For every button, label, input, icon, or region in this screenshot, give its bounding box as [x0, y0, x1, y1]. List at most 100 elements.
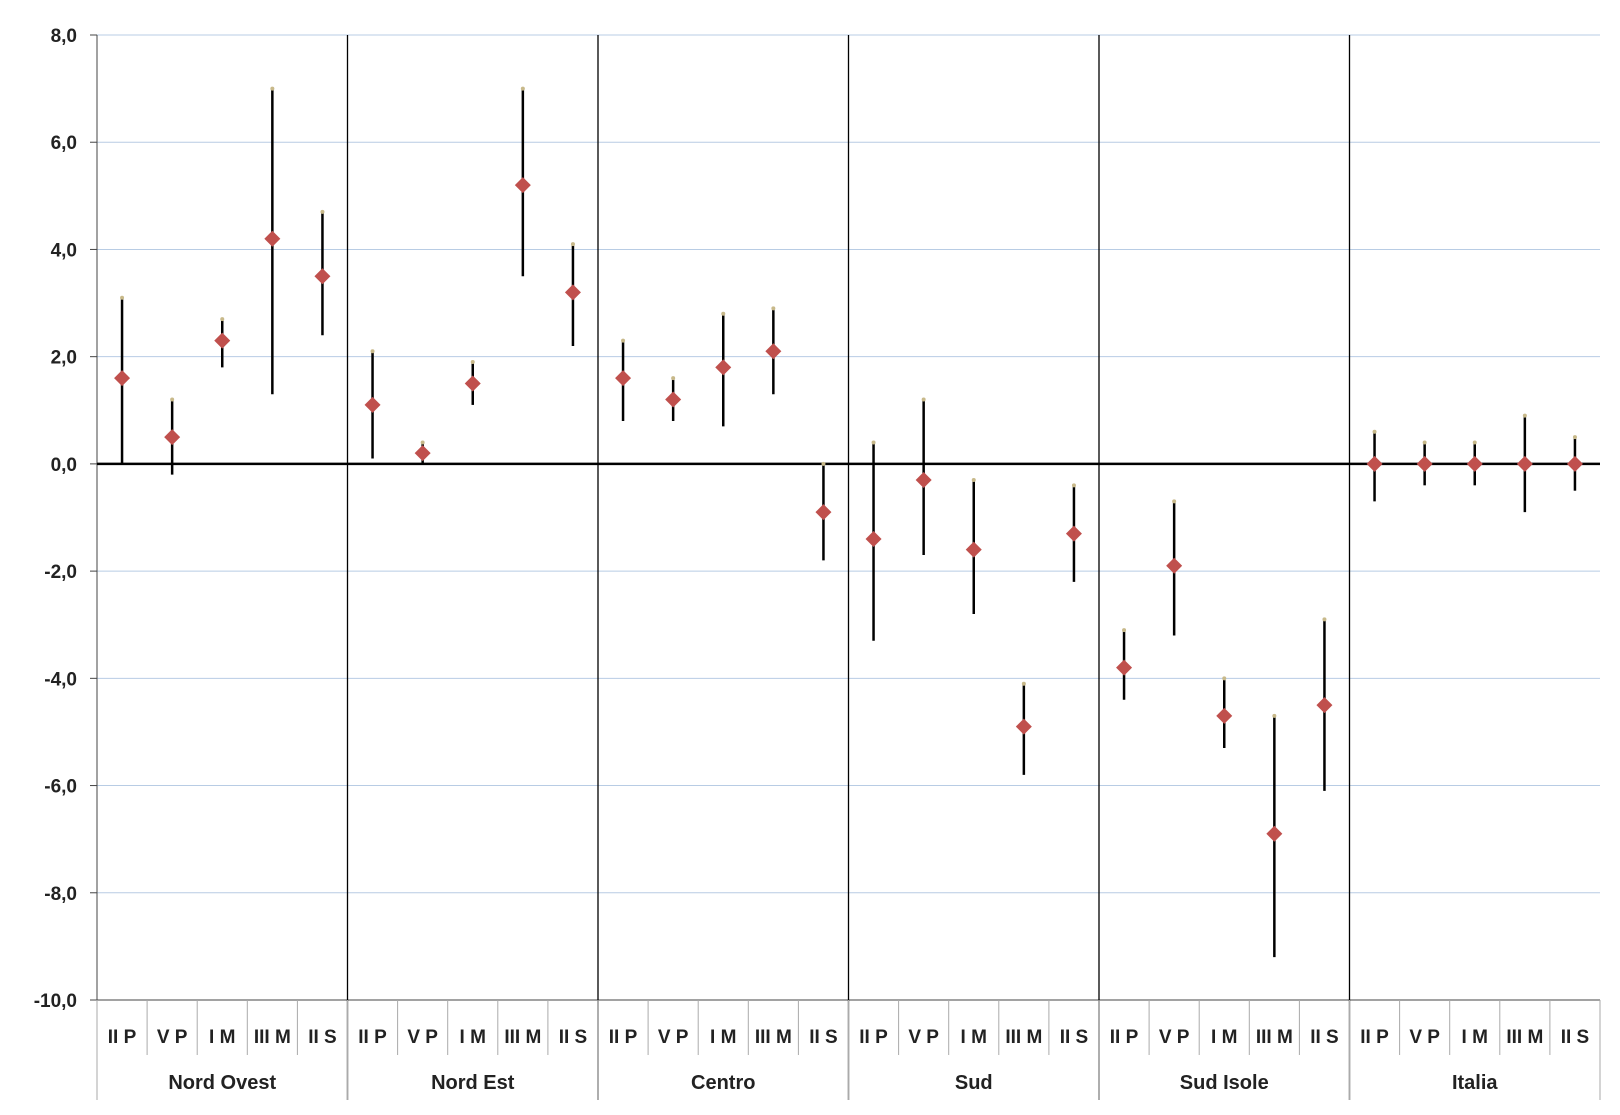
error-bar-cap — [671, 376, 676, 381]
x-tick-label: II P — [108, 1027, 137, 1048]
error-bar-cap — [1071, 483, 1076, 488]
data-point-marker — [1516, 455, 1533, 472]
data-point-marker — [915, 471, 932, 488]
y-tick-label: 2,0 — [51, 348, 77, 369]
x-tick-label: V P — [157, 1027, 188, 1048]
x-tick-label: I M — [209, 1027, 235, 1048]
error-bar-cap — [1272, 713, 1277, 718]
x-tick-label: III M — [1005, 1027, 1042, 1048]
data-point-marker — [1065, 525, 1082, 542]
error-bar-cap — [120, 295, 125, 300]
data-point-marker — [1266, 825, 1283, 842]
error-bar-cap — [721, 311, 726, 316]
data-point-marker — [1316, 697, 1333, 714]
error-bar-cap — [1222, 676, 1227, 681]
data-point-marker — [815, 504, 832, 521]
data-point-marker — [765, 343, 782, 360]
error-bar-cap — [1372, 429, 1377, 434]
x-tick-label: V P — [1159, 1027, 1190, 1048]
data-point-marker — [965, 541, 982, 558]
x-tick-label: III M — [1506, 1027, 1543, 1048]
error-bar-cap — [1322, 617, 1327, 622]
error-bar-cap — [520, 86, 525, 91]
data-point-marker — [715, 359, 732, 376]
data-point-marker — [1416, 455, 1433, 472]
x-tick-label: V P — [407, 1027, 438, 1048]
y-tick-label: 6,0 — [51, 133, 77, 154]
error-bar-cap — [370, 349, 375, 354]
error-bar-cap — [621, 338, 626, 343]
x-tick-label: II S — [809, 1027, 838, 1048]
data-point-marker — [114, 370, 131, 387]
group-label: Nord Ovest — [168, 1072, 276, 1094]
x-tick-label: II S — [308, 1027, 337, 1048]
error-bar-cap — [1422, 440, 1427, 445]
x-tick-label: III M — [755, 1027, 792, 1048]
y-tick-label: -6,0 — [44, 777, 77, 798]
error-bar-cap — [320, 209, 325, 214]
y-tick-label: 4,0 — [51, 240, 77, 261]
data-point-marker — [1466, 455, 1483, 472]
error-bar-cap — [170, 397, 175, 402]
x-tick-label: II P — [1110, 1027, 1139, 1048]
error-bar-cap — [420, 440, 425, 445]
x-tick-label: II S — [1561, 1027, 1590, 1048]
error-bar-cap — [971, 477, 976, 482]
error-bar-cap — [1122, 628, 1127, 633]
x-tick-label: V P — [908, 1027, 939, 1048]
y-tick-label: -8,0 — [44, 884, 77, 905]
x-tick-label: V P — [658, 1027, 689, 1048]
group-label: Centro — [691, 1072, 755, 1094]
data-point-marker — [514, 177, 531, 194]
x-tick-label: I M — [710, 1027, 736, 1048]
group-label: Sud Isole — [1180, 1072, 1269, 1094]
data-point-marker — [314, 268, 331, 285]
error-bar-cap — [821, 461, 826, 466]
y-tick-label: -10,0 — [34, 991, 77, 1012]
group-label: Italia — [1452, 1072, 1498, 1094]
x-tick-label: II S — [559, 1027, 588, 1048]
error-bar-cap — [470, 360, 475, 365]
error-bar-cap — [771, 306, 776, 311]
x-tick-label: I M — [961, 1027, 987, 1048]
x-tick-label: II P — [859, 1027, 888, 1048]
data-point-marker — [414, 445, 431, 462]
data-point-marker — [214, 332, 231, 349]
data-point-marker — [615, 370, 632, 387]
data-point-marker — [1216, 707, 1233, 724]
error-bar-cap — [871, 440, 876, 445]
error-bar-cap — [1172, 499, 1177, 504]
data-point-marker — [464, 375, 481, 392]
data-point-marker — [364, 396, 381, 413]
data-point-marker — [665, 391, 682, 408]
data-point-marker — [264, 230, 281, 247]
y-tick-label: 8,0 — [51, 26, 77, 47]
y-tick-label: -4,0 — [44, 669, 77, 690]
x-tick-label: II P — [358, 1027, 387, 1048]
x-tick-label: II S — [1060, 1027, 1089, 1048]
data-point-marker — [164, 429, 181, 446]
data-point-marker — [1166, 557, 1183, 574]
error-bar-cap — [1021, 681, 1026, 686]
x-tick-label: I M — [1462, 1027, 1488, 1048]
group-label: Sud — [955, 1072, 993, 1094]
x-tick-label: V P — [1409, 1027, 1440, 1048]
error-bar-cap — [220, 317, 225, 322]
x-tick-label: III M — [254, 1027, 291, 1048]
error-bar-cap — [570, 242, 575, 247]
data-point-marker — [564, 284, 581, 301]
x-tick-label: III M — [1256, 1027, 1293, 1048]
x-tick-label: II P — [1360, 1027, 1389, 1048]
data-point-marker — [1566, 455, 1583, 472]
x-tick-label: I M — [1211, 1027, 1237, 1048]
y-tick-label: -2,0 — [44, 562, 77, 583]
data-point-marker — [1366, 455, 1383, 472]
error-bar-cap — [270, 86, 275, 91]
data-point-marker — [1116, 659, 1133, 676]
x-tick-label: II S — [1310, 1027, 1339, 1048]
y-tick-label: 0,0 — [51, 455, 77, 476]
error-bar-cap — [1522, 413, 1527, 418]
error-bar-cap — [1472, 440, 1477, 445]
data-point-marker — [1015, 718, 1032, 735]
data-point-marker — [865, 530, 882, 547]
